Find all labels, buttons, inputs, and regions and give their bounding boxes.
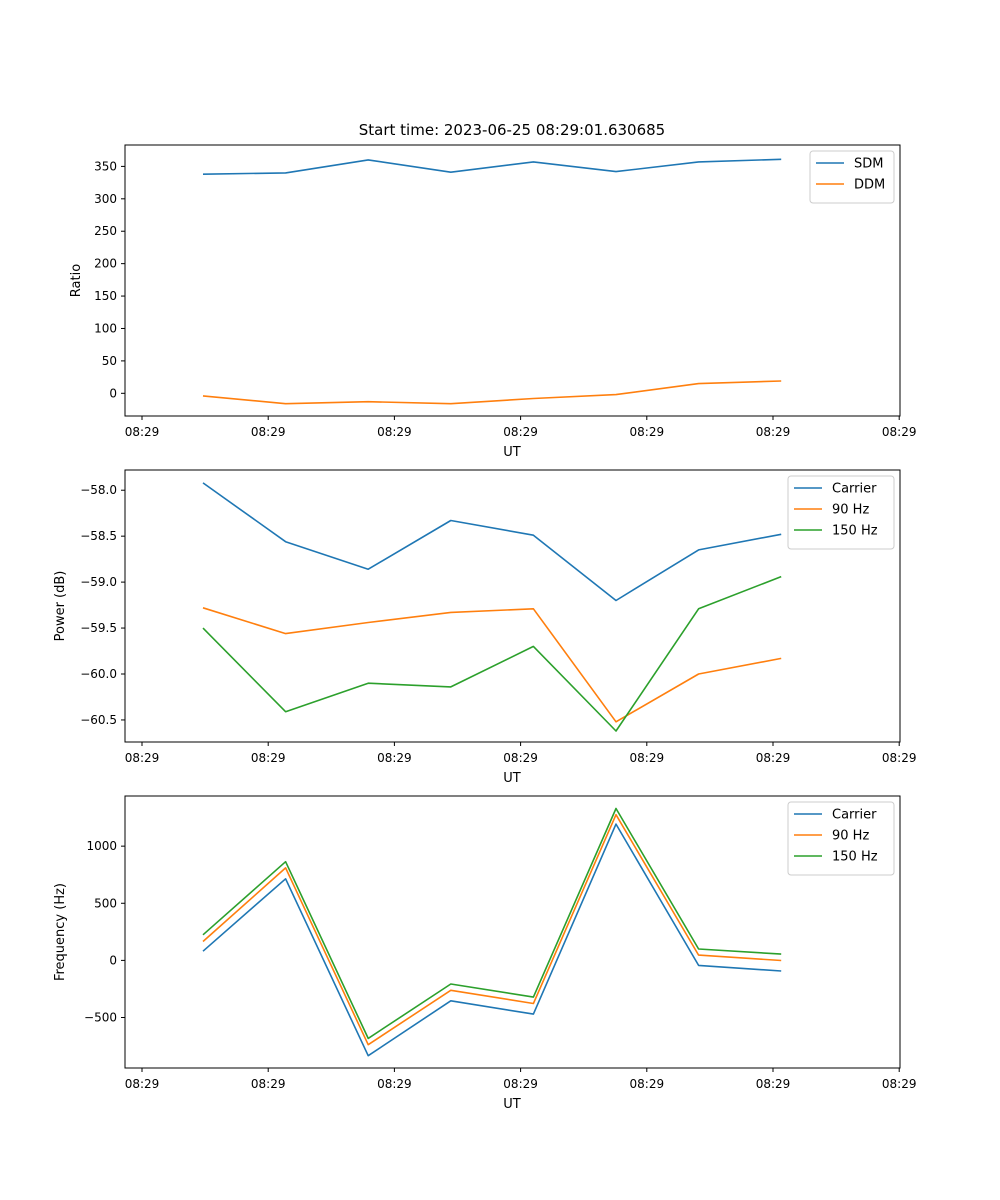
y-tick-label: −58.0 [80,483,117,497]
y-tick-label: 50 [102,354,117,368]
x-tick-label: 08:29 [125,425,160,439]
series-line-90-hz [202,607,782,723]
chart-panel-2: 08:2908:2908:2908:2908:2908:2908:2908:30… [53,469,917,786]
y-tick-label: 0 [109,953,117,967]
x-tick-label: 08:29 [882,751,917,765]
y-tick-label: −60.5 [80,713,117,727]
x-tick-label: 08:29 [882,425,917,439]
legend-label: SDM [854,157,883,172]
x-tick-label: 08:29 [630,1077,665,1091]
y-tick-label: 100 [94,321,117,335]
legend-label: 150 Hz [832,524,878,539]
x-tick-label: 08:29 [630,425,665,439]
legend-label: 90 Hz [832,829,869,844]
y-tick-label: −59.0 [80,575,117,589]
y-tick-label: 350 [94,159,117,173]
y-tick-label: −58.5 [80,529,117,543]
figure-title: Start time: 2023-06-25 08:29:01.630685 [359,121,665,139]
x-axis-label: UT [503,1097,521,1112]
y-tick-label: 1000 [86,839,117,853]
x-tick-label: 08:29 [756,1077,791,1091]
y-tick-label: 0 [109,386,117,400]
series-line-ddm [202,380,782,405]
x-tick-label: 08:29 [125,1077,160,1091]
plot-area-frame [124,144,901,417]
y-tick-label: −60.0 [80,667,117,681]
legend: SDM DDM [809,150,895,204]
y-axis-label: Power (dB) [53,571,68,642]
y-tick-label: −59.5 [80,621,117,635]
legend-label: Carrier [832,482,877,497]
legend: Carrier 90 Hz 150 Hz [787,801,895,876]
legend: Carrier 90 Hz 150 Hz [787,475,895,550]
y-tick-label: −500 [84,1011,117,1025]
legend-box [809,150,895,204]
x-tick-label: 08:29 [503,1077,538,1091]
chart-panel-1: 08:2908:2908:2908:2908:2908:2908:2908:30… [69,144,917,460]
x-tick-label: 08:29 [377,425,412,439]
series-line-sdm [202,158,782,175]
legend-label: 150 Hz [832,850,878,865]
x-tick-label: 08:29 [377,1077,412,1091]
x-axis-label: UT [503,445,521,460]
series-line-150-hz [202,575,782,732]
x-tick-label: 08:29 [882,1077,917,1091]
series-line-carrier [202,823,782,1057]
x-tick-label: 08:29 [125,751,160,765]
y-tick-label: 500 [94,896,117,910]
x-tick-label: 08:29 [756,751,791,765]
x-tick-label: 08:29 [503,751,538,765]
x-axis-label: UT [503,771,521,786]
x-tick-label: 08:29 [503,425,538,439]
x-tick-label: 08:29 [756,425,791,439]
chart-panel-3: 08:2908:2908:2908:2908:2908:2908:2908:30… [53,795,917,1112]
series-line-150-hz [202,807,782,1040]
legend-label: DDM [854,178,885,193]
y-tick-label: 250 [94,224,117,238]
legend-label: Carrier [832,808,877,823]
legend-label: 90 Hz [832,503,869,518]
x-tick-label: 08:29 [251,1077,286,1091]
y-tick-label: 150 [94,289,117,303]
plot-area-frame [124,795,901,1069]
y-tick-label: 300 [94,192,117,206]
plot-area-frame [124,469,901,743]
series-line-90-hz [202,813,782,1046]
y-axis-label: Ratio [69,264,84,297]
x-tick-label: 08:29 [630,751,665,765]
y-tick-label: 200 [94,257,117,271]
x-tick-label: 08:29 [377,751,412,765]
series-line-carrier [202,482,782,602]
x-tick-label: 08:29 [251,751,286,765]
y-axis-label: Frequency (Hz) [53,883,68,981]
x-tick-label: 08:29 [251,425,286,439]
